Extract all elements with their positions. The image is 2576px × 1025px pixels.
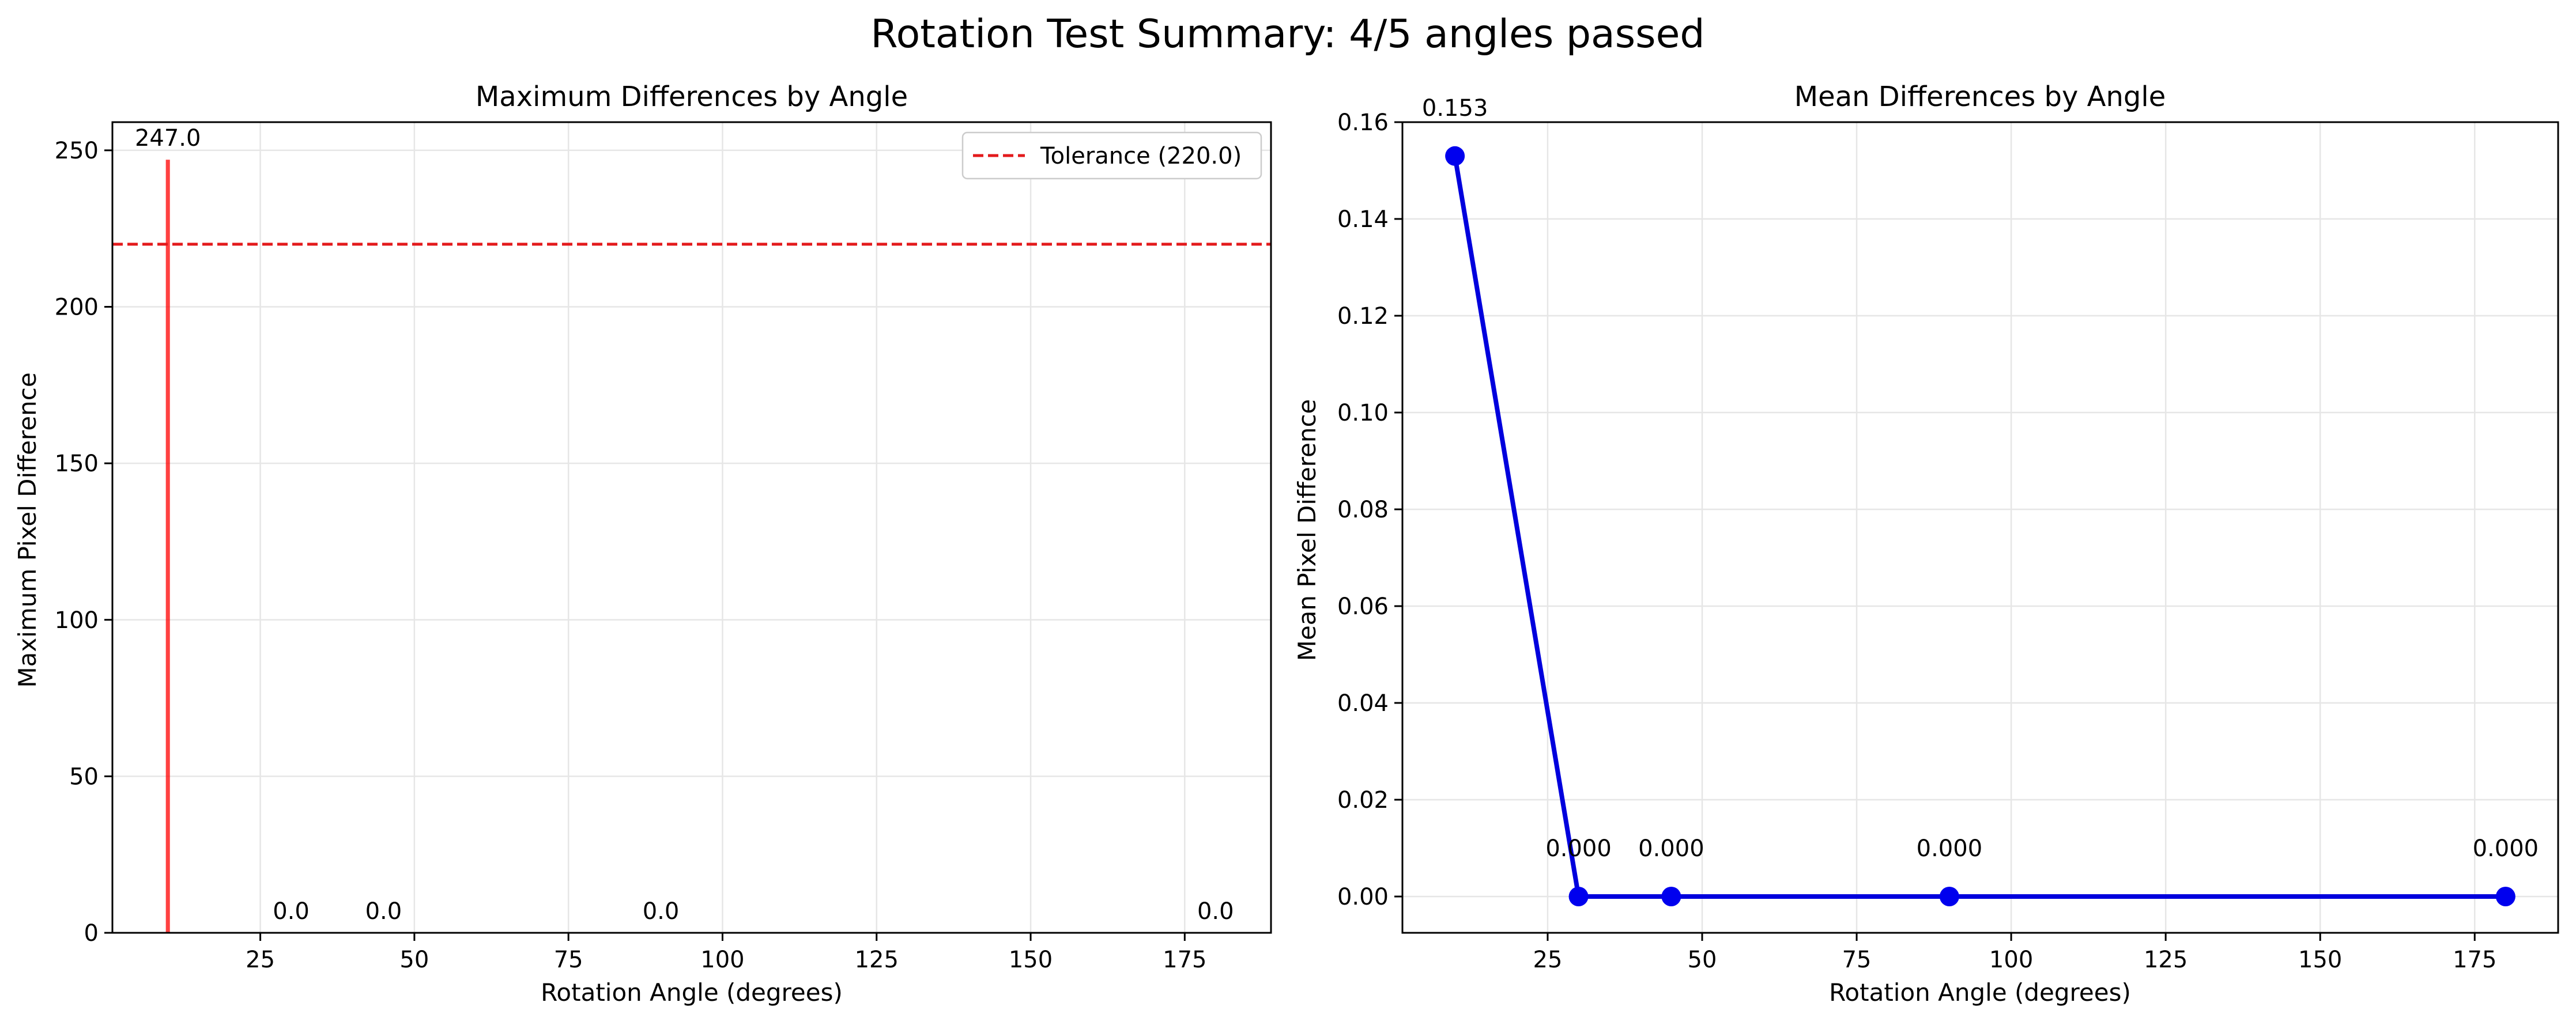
max-diff-chart-title: Maximum Differences by Angle <box>476 81 908 113</box>
mean-diff-point <box>1661 887 1681 906</box>
mean-diff-point <box>1445 146 1465 166</box>
mean-diff-y-tick-label: 0.14 <box>1337 206 1389 233</box>
mean-diff-y-tick-label: 0.02 <box>1337 787 1389 814</box>
max-diff-legend: Tolerance (220.0) <box>961 131 1262 180</box>
mean-diff-x-tick-label: 150 <box>2298 947 2342 973</box>
mean-diff-x-tick-label: 75 <box>1842 947 1872 973</box>
mean-diff-point <box>1939 887 1959 906</box>
mean-diff-marks: 0.153 0.000 0.000 0.000 0.000 <box>1422 95 2539 906</box>
mean-diff-series-line <box>1453 156 2506 899</box>
mean-diff-y-axis-label: Mean Pixel Difference <box>1293 399 1321 661</box>
max-diff-y-tick-label: 200 <box>55 294 99 321</box>
mean-diff-data-label: 0.000 <box>1638 835 1704 862</box>
mean-diff-point <box>1568 887 1589 906</box>
max-diff-data-label: 0.0 <box>1197 898 1234 925</box>
max-diff-plot-frame <box>111 121 1272 934</box>
mean-diff-chart: Mean Differences by Angle Rotation Angle… <box>1293 81 2559 1007</box>
mean-diff-grid <box>1402 121 2558 933</box>
figure-title: Rotation Test Summary: 4/5 angles passed <box>870 12 1704 57</box>
tolerance-legend-label: Tolerance (220.0) <box>1040 143 1242 169</box>
max-diff-x-tick-label: 75 <box>554 947 583 973</box>
max-diff-y-tick-label: 0 <box>84 920 99 947</box>
max-diff-y-tick-label: 250 <box>55 138 99 164</box>
max-diff-x-tick-label: 175 <box>1163 947 1206 973</box>
mean-diff-point <box>2495 887 2515 906</box>
mean-diff-x-tick-label: 100 <box>1989 947 2033 973</box>
mean-diff-data-label: 0.000 <box>1545 835 1612 862</box>
max-diff-y-tick-label: 50 <box>69 763 99 790</box>
mean-diff-data-label: 0.153 <box>1422 95 1488 122</box>
max-diff-data-label: 0.0 <box>643 898 680 925</box>
max-diff-data-label: 0.0 <box>365 898 402 925</box>
max-diff-ticks: 25 50 75 100 125 150 175 0 50 100 150 200 250 <box>55 138 1207 973</box>
max-diff-chart: Maximum Differences by Angle Rotation An… <box>13 81 1272 1007</box>
mean-diff-y-tick-label: 0.16 <box>1337 109 1389 136</box>
mean-diff-y-tick-label: 0.00 <box>1337 884 1389 910</box>
mean-diff-chart-title: Mean Differences by Angle <box>1794 81 2166 113</box>
mean-diff-x-tick-label: 175 <box>2453 947 2496 973</box>
mean-diff-y-tick-label: 0.08 <box>1337 497 1389 523</box>
max-diff-y-axis-label: Maximum Pixel Difference <box>13 372 42 687</box>
max-diff-y-tick-label: 150 <box>55 451 99 477</box>
mean-diff-x-tick-label: 125 <box>2144 947 2187 973</box>
mean-diff-plot-frame <box>1401 121 2559 934</box>
mean-diff-data-label: 0.000 <box>1917 835 1983 862</box>
mean-diff-ticks: 25 50 75 100 125 150 175 0.00 0.02 0.04 0.06 0.08 0.… <box>1337 109 2496 973</box>
max-diff-x-tick-label: 150 <box>1009 947 1053 973</box>
max-diff-x-axis-label: Rotation Angle (degrees) <box>541 978 843 1007</box>
mean-diff-y-tick-label: 0.06 <box>1337 593 1389 620</box>
mean-diff-x-axis-label: Rotation Angle (degrees) <box>1829 978 2131 1007</box>
max-diff-y-tick-label: 100 <box>55 607 99 634</box>
max-diff-x-tick-label: 25 <box>246 947 275 973</box>
legend-box <box>961 131 1262 180</box>
max-diff-data-label: 0.0 <box>273 898 310 925</box>
mean-diff-x-tick-label: 50 <box>1688 947 1717 973</box>
mean-diff-data-label: 0.000 <box>2473 835 2539 862</box>
mean-diff-y-tick-label: 0.04 <box>1337 690 1389 717</box>
mean-diff-y-tick-label: 0.10 <box>1337 400 1389 426</box>
mean-diff-x-tick-label: 25 <box>1533 947 1563 973</box>
max-diff-bar <box>165 160 170 933</box>
max-diff-marks: 247.0 0.0 0.0 0.0 0.0 <box>112 125 1271 933</box>
max-diff-data-label: 247.0 <box>135 125 201 152</box>
max-diff-x-tick-label: 50 <box>399 947 429 973</box>
mean-diff-y-tick-label: 0.12 <box>1337 303 1389 330</box>
max-diff-x-tick-label: 100 <box>700 947 744 973</box>
max-diff-x-tick-label: 125 <box>855 947 899 973</box>
